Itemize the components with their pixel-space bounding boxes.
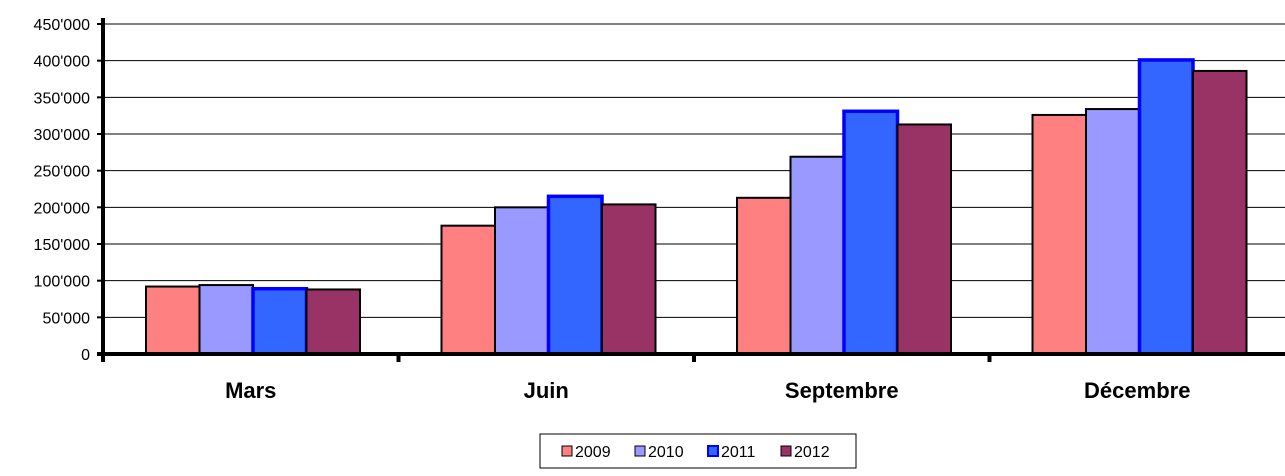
y-tick-label: 150'000 [34,237,91,254]
legend-swatch-2010 [634,445,646,457]
bars [145,58,1248,356]
bar-2012-Septembre [896,123,952,356]
bar-2009-Décembre [1031,113,1087,355]
y-tick-label: 250'000 [34,164,91,181]
legend-label-2010: 2010 [648,444,684,461]
bar-2012-Décembre [1192,69,1248,356]
gridlines [103,23,1285,318]
y-tick-label: 450'000 [34,17,91,34]
y-tick-label: 0 [81,347,90,364]
bar-2012-Juin [601,203,657,355]
legend-label-2012: 2012 [794,444,830,461]
x-tick-label: Septembre [785,378,899,403]
y-tick-label: 50'000 [42,310,90,327]
bar-2010-Décembre [1085,108,1141,355]
bar-2012-Mars [305,288,361,356]
y-tick-label: 100'000 [34,274,91,291]
x-tick-label: Mars [225,378,276,403]
legend-swatch-2009 [561,445,573,457]
legend-swatch-2011 [707,445,719,457]
bar-2011-Décembre [1137,58,1195,356]
x-tick-label: Décembre [1084,378,1190,403]
bar-2011-Septembre [842,109,900,356]
bar-2009-Septembre [736,196,792,355]
y-tick-label: 300'000 [34,127,91,144]
legend: 2009 2010 2011 2012 [539,433,857,469]
bar-2010-Mars [198,284,254,356]
legend-swatch-2012 [780,445,792,457]
y-tick-label: 350'000 [34,90,91,107]
bar-2009-Mars [145,285,201,355]
axes [97,18,1285,362]
x-tick-label: Juin [524,378,569,403]
bar-2011-Mars [251,286,309,356]
legend-box [539,433,857,469]
x-tick-labels: Mars Juin Septembre Décembre [225,378,1190,403]
bar-2009-Juin [440,224,496,355]
y-tick-labels: 0 50'000 100'000 150'000 200'000 250'000 300'0… [34,17,91,364]
bar-2010-Septembre [789,155,845,355]
legend-label-2009: 2009 [575,444,611,461]
bar-2011-Juin [546,194,604,356]
y-tick-label: 200'000 [34,200,91,217]
y-tick-label: 400'000 [34,54,91,71]
legend-label-2011: 2011 [721,444,756,461]
bar-2010-Juin [494,206,550,355]
